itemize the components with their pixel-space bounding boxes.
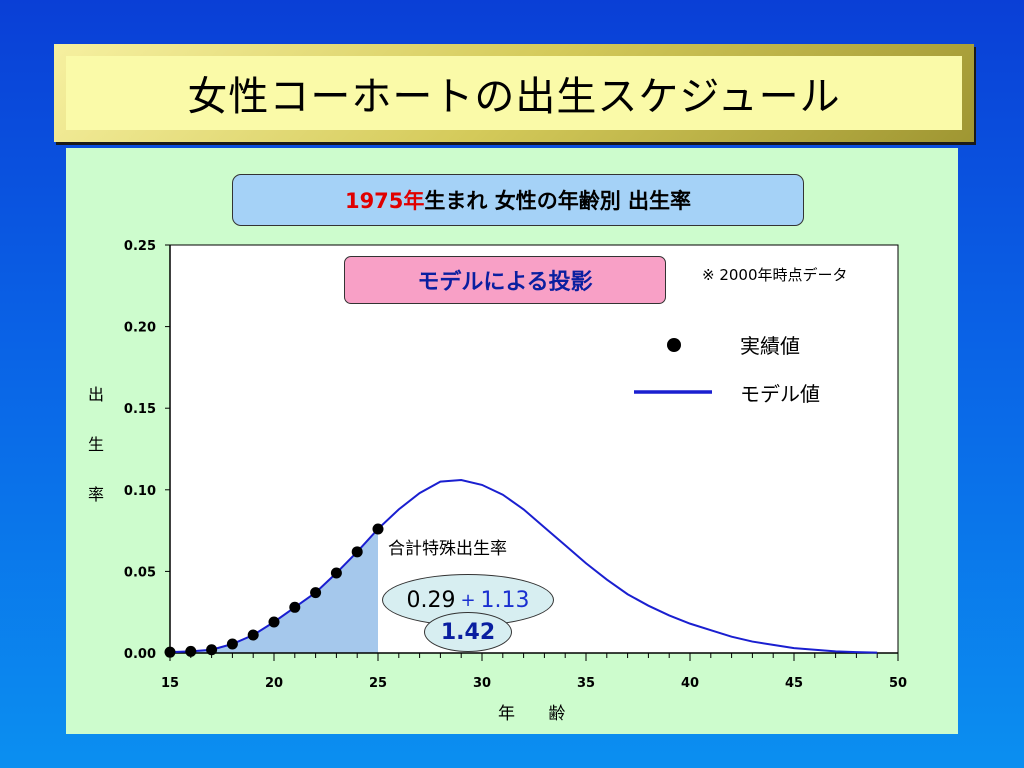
title-face: 女性コーホートの出生スケジュール	[66, 56, 962, 130]
model-projection-label: モデルによる投影	[344, 256, 666, 304]
actual-point	[206, 644, 218, 656]
actual-point	[372, 523, 384, 535]
legend-model-label: モデル値	[740, 382, 820, 406]
x-tick-label: 45	[785, 676, 803, 691]
model-series-line	[169, 478, 878, 654]
tfr-label: 合計特殊出生率	[388, 539, 507, 559]
actual-point	[185, 645, 197, 657]
data-note: ※ 2000年時点データ	[702, 266, 848, 284]
x-tick-label: 25	[369, 676, 387, 691]
subtitle-year: 1975年	[344, 189, 425, 213]
x-tick-label: 40	[681, 676, 699, 691]
tfr-breakdown-bubble: 0.29 + 1.13	[382, 574, 554, 626]
x-tick-label: 35	[577, 676, 595, 691]
chart-subtitle: 1975年 生まれ 女性の年齢別 出生率	[232, 174, 804, 226]
legend-actual-label: 実績値	[740, 334, 800, 358]
actual-point	[330, 567, 342, 579]
y-axis-label: 出生率	[87, 385, 104, 504]
actual-point	[289, 601, 301, 613]
y-tick-label: 0.20	[124, 321, 156, 336]
x-axis-label: 年 齢	[498, 704, 580, 724]
actual-point	[310, 587, 322, 599]
subtitle-rest: 生まれ 女性の年齢別 出生率	[424, 189, 692, 213]
x-tick-label: 50	[889, 676, 907, 691]
tfr-part-b: 1.13	[480, 587, 530, 613]
title-banner: 女性コーホートの出生スケジュール	[54, 44, 974, 142]
actual-point	[268, 616, 280, 628]
y-tick-label: 0.10	[124, 484, 156, 499]
y-tick-label: 0.00	[124, 647, 156, 662]
actual-series-points	[164, 523, 384, 658]
page-title: 女性コーホートの出生スケジュール	[187, 74, 841, 120]
actual-area-shading	[170, 528, 378, 653]
tfr-total-bubble: 1.42	[424, 612, 512, 652]
tfr-part-a: 0.29	[406, 587, 456, 613]
y-tick-label: 0.05	[124, 565, 156, 580]
actual-point	[351, 546, 363, 558]
chart-axes: 0.00 0.05 0.10 0.15 0.20 0.25 15 20 25 30 35 40 45 50	[124, 239, 907, 691]
y-tick-label: 0.15	[124, 402, 156, 417]
x-tick-label: 15	[161, 676, 179, 691]
actual-point	[164, 646, 176, 658]
x-tick-label: 30	[473, 676, 491, 691]
y-tick-label: 0.25	[124, 239, 156, 254]
tfr-total: 1.42	[440, 619, 496, 645]
actual-point	[247, 629, 259, 641]
tfr-plus: +	[460, 589, 476, 611]
legend-dot-marker	[667, 338, 681, 352]
actual-point	[226, 638, 238, 650]
x-tick-label: 20	[265, 676, 283, 691]
